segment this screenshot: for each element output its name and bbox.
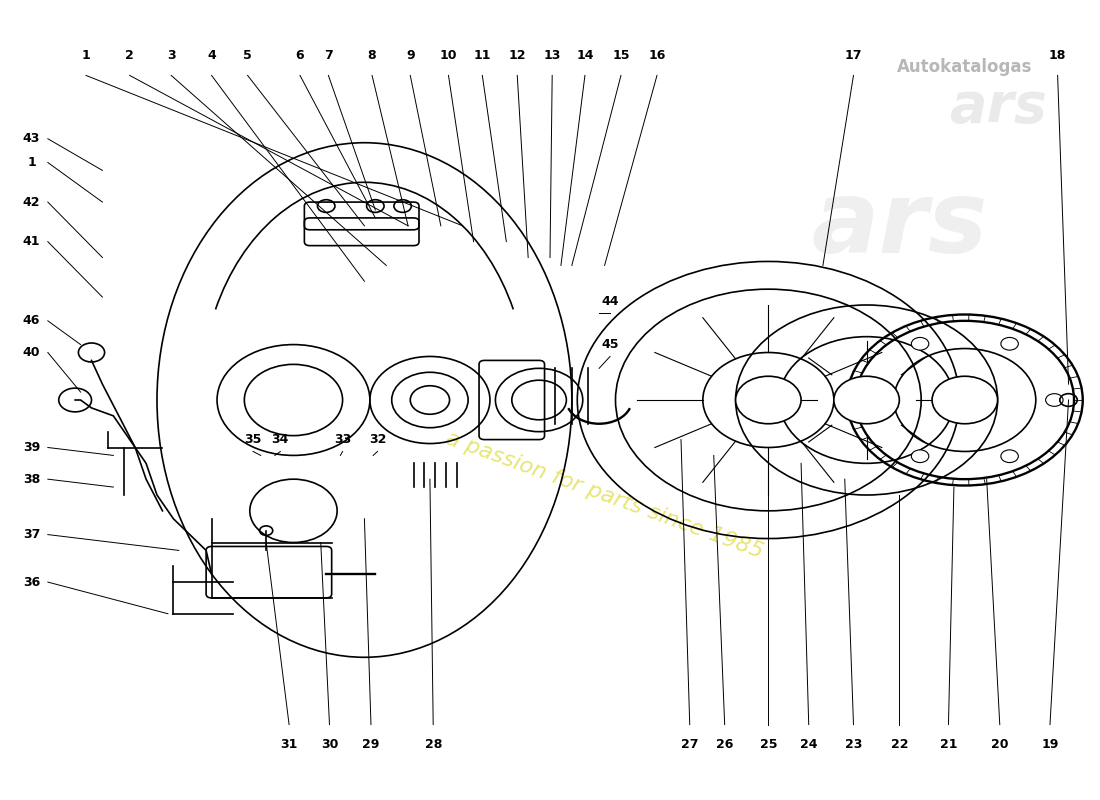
- Text: 37: 37: [23, 528, 40, 541]
- Text: 35: 35: [244, 433, 262, 446]
- Text: Autokatalogas: Autokatalogas: [898, 58, 1033, 77]
- Text: 9: 9: [406, 49, 415, 62]
- Text: 7: 7: [324, 49, 333, 62]
- Text: 18: 18: [1049, 49, 1066, 62]
- Text: 27: 27: [681, 738, 698, 751]
- Text: 29: 29: [362, 738, 380, 751]
- Circle shape: [911, 450, 928, 462]
- Text: 17: 17: [845, 49, 862, 62]
- Text: 6: 6: [296, 49, 305, 62]
- Text: 25: 25: [760, 738, 777, 751]
- Text: 44: 44: [602, 294, 619, 307]
- Text: 40: 40: [23, 346, 41, 359]
- Text: 41: 41: [23, 235, 41, 248]
- Text: 19: 19: [1042, 738, 1058, 751]
- Text: 3: 3: [167, 49, 176, 62]
- Circle shape: [736, 376, 801, 424]
- Text: 8: 8: [367, 49, 376, 62]
- Circle shape: [932, 376, 998, 424]
- Text: 21: 21: [939, 738, 957, 751]
- Text: 2: 2: [125, 49, 134, 62]
- Text: 34: 34: [272, 433, 289, 446]
- Text: 26: 26: [716, 738, 734, 751]
- Text: 28: 28: [425, 738, 442, 751]
- Circle shape: [1046, 394, 1063, 406]
- Text: 43: 43: [23, 132, 40, 146]
- Text: 14: 14: [576, 49, 594, 62]
- Text: 15: 15: [613, 49, 629, 62]
- Text: 32: 32: [368, 433, 386, 446]
- Text: 33: 33: [334, 433, 351, 446]
- Text: 10: 10: [440, 49, 458, 62]
- Text: 42: 42: [23, 195, 41, 209]
- Circle shape: [911, 338, 928, 350]
- Text: 16: 16: [648, 49, 666, 62]
- Text: 12: 12: [508, 49, 526, 62]
- Text: a passion for parts since 1985: a passion for parts since 1985: [443, 428, 766, 562]
- Text: 46: 46: [23, 314, 40, 327]
- Text: 38: 38: [23, 473, 40, 486]
- Circle shape: [1001, 450, 1019, 462]
- Text: ars: ars: [948, 80, 1046, 134]
- Text: 31: 31: [280, 738, 298, 751]
- Text: 1: 1: [81, 49, 90, 62]
- Text: 30: 30: [321, 738, 338, 751]
- Text: 5: 5: [243, 49, 252, 62]
- Text: 22: 22: [891, 738, 909, 751]
- Text: 36: 36: [23, 575, 40, 589]
- Text: ars: ars: [811, 178, 988, 274]
- Text: 11: 11: [474, 49, 491, 62]
- Text: 39: 39: [23, 441, 40, 454]
- Circle shape: [1001, 338, 1019, 350]
- Circle shape: [867, 394, 884, 406]
- Circle shape: [410, 386, 450, 414]
- Text: 24: 24: [800, 738, 817, 751]
- Text: 45: 45: [602, 338, 619, 351]
- Circle shape: [834, 376, 900, 424]
- Text: 13: 13: [543, 49, 561, 62]
- Text: 23: 23: [845, 738, 862, 751]
- Text: 1: 1: [28, 156, 36, 169]
- Text: 20: 20: [991, 738, 1009, 751]
- Text: 4: 4: [207, 49, 216, 62]
